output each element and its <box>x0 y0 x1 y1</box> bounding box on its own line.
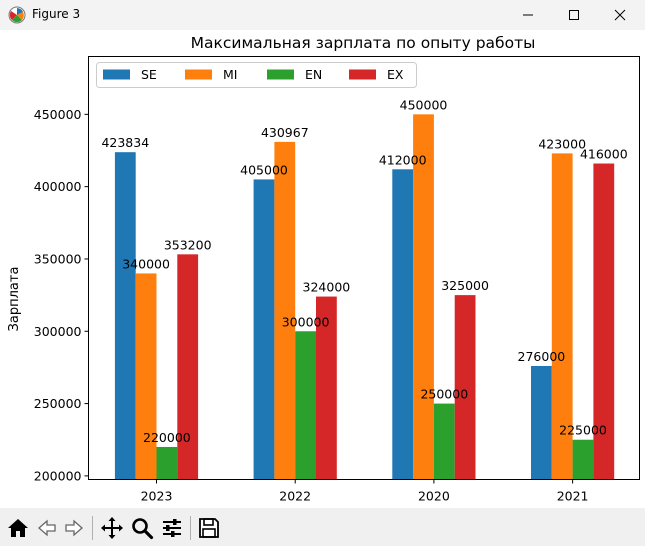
legend-swatch-se <box>103 69 130 80</box>
legend-swatch-ex <box>349 69 376 80</box>
x-tick-label: 2021 <box>557 489 589 504</box>
maximize-button[interactable] <box>551 0 597 30</box>
bar-en-2023 <box>156 446 178 480</box>
x-tick-label: 2023 <box>141 489 173 504</box>
bar-value-label: 353200 <box>164 237 212 252</box>
legend: SE MI EN EX <box>96 62 417 88</box>
bar-en-2022 <box>295 331 316 480</box>
bars-group <box>114 114 615 480</box>
matplotlib-logo-icon <box>8 6 26 24</box>
back-icon[interactable] <box>35 516 59 540</box>
bar-value-label: 220000 <box>143 430 191 445</box>
save-icon[interactable] <box>197 516 221 540</box>
bar-value-label: 450000 <box>400 97 448 112</box>
forward-icon[interactable] <box>62 516 86 540</box>
bar-en-2020 <box>433 403 455 480</box>
toolbar-separator <box>190 516 191 540</box>
bar-value-label: 250000 <box>420 387 468 402</box>
close-icon <box>614 9 626 21</box>
bar-chart: Максимальная зарплата по опыту работы За… <box>7 34 640 504</box>
bar-value-label: 324000 <box>303 280 351 295</box>
figure-canvas[interactable]: Максимальная зарплата по опыту работы За… <box>0 30 645 508</box>
bar-ex-2021 <box>593 163 615 480</box>
y-tick-label: 350000 <box>34 251 82 266</box>
x-tick-label: 2020 <box>418 489 450 504</box>
bar-value-label: 225000 <box>559 423 607 438</box>
bar-se-2023 <box>114 152 136 480</box>
bar-ex-2023 <box>177 254 199 480</box>
y-axis-ticks: 200000 250000 300000 350000 400000 450000 <box>34 107 89 483</box>
bar-value-label: 300000 <box>282 314 330 329</box>
bar-mi-2023 <box>135 273 157 480</box>
y-tick-label: 200000 <box>34 468 82 483</box>
x-tick-label: 2022 <box>279 489 311 504</box>
legend-swatch-mi <box>185 69 212 80</box>
x-axis-ticks: 2023 2022 2020 2021 <box>141 479 589 504</box>
bar-mi-2022 <box>274 141 296 480</box>
y-tick-label: 450000 <box>34 107 82 122</box>
bar-value-label: 340000 <box>122 256 170 271</box>
bar-mi-2020 <box>413 114 434 480</box>
bar-value-label: 416000 <box>580 147 628 162</box>
minimize-icon <box>523 14 533 16</box>
bar-value-label: 430967 <box>261 125 309 140</box>
legend-label-en: EN <box>305 67 322 82</box>
legend-label-mi: MI <box>223 67 237 82</box>
y-tick-label: 250000 <box>34 396 82 411</box>
window-title: Figure 3 <box>32 7 81 21</box>
maximize-icon <box>569 10 579 20</box>
minimize-button[interactable] <box>505 0 551 30</box>
bar-value-label: 423834 <box>101 135 149 150</box>
toolbar-separator <box>92 516 93 540</box>
zoom-icon[interactable] <box>130 516 154 540</box>
bar-value-label: 325000 <box>441 278 489 293</box>
bar-labels-group: 423834 405000 412000 276000 340000 430967 4500… <box>101 97 627 445</box>
chart-title: Максимальная зарплата по опыту работы <box>191 34 536 52</box>
legend-frame <box>96 62 417 88</box>
close-button[interactable] <box>597 0 643 30</box>
y-tick-label: 300000 <box>34 324 82 339</box>
configure-subplots-icon[interactable] <box>160 516 184 540</box>
bar-value-label: 423000 <box>538 136 586 151</box>
bar-value-label: 405000 <box>240 162 288 177</box>
title-bar: Figure 3 <box>0 0 645 30</box>
bar-se-2021 <box>531 365 552 480</box>
bar-ex-2022 <box>316 296 337 480</box>
bar-se-2022 <box>253 179 275 480</box>
bar-ex-2020 <box>454 295 476 480</box>
y-axis-label: Зарплата <box>7 267 22 332</box>
bar-value-label: 412000 <box>379 152 427 167</box>
bar-mi-2021 <box>551 153 573 480</box>
legend-swatch-en <box>267 69 294 80</box>
y-tick-label: 400000 <box>34 179 82 194</box>
navigation-toolbar <box>0 508 645 546</box>
legend-label-se: SE <box>141 67 157 82</box>
bar-en-2021 <box>572 439 594 480</box>
plot-frame <box>88 56 640 480</box>
home-icon[interactable] <box>6 516 30 540</box>
legend-label-ex: EX <box>387 67 404 82</box>
bar-value-label: 276000 <box>518 349 566 364</box>
pan-icon[interactable] <box>100 516 124 540</box>
bar-se-2020 <box>392 169 414 480</box>
